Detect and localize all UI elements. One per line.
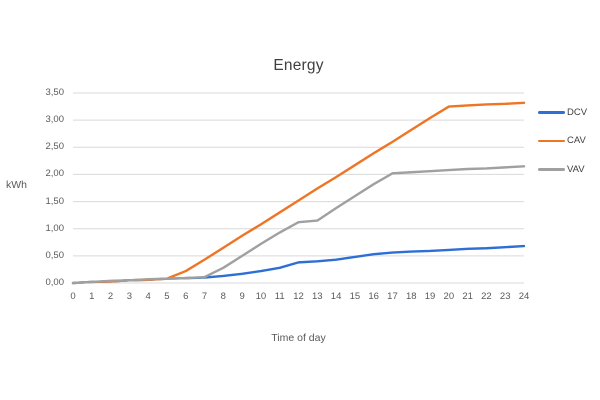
x-tick-label: 13 (311, 291, 323, 302)
x-tick-label: 18 (405, 291, 417, 302)
x-tick-label: 12 (293, 291, 304, 302)
x-tick-label: 8 (220, 291, 226, 302)
x-tick-label: 1 (89, 291, 95, 302)
x-tick-label: 24 (518, 291, 530, 302)
legend-item-dcv: DCV (538, 98, 587, 127)
y-tick-label: 3,00 (45, 114, 65, 126)
y-tick-label: 1,00 (45, 222, 65, 234)
y-tick-label: 0,00 (45, 277, 65, 288)
x-tick-label: 2 (107, 291, 114, 302)
legend-label: VAV (567, 163, 585, 175)
legend-line-sample-dcv (538, 111, 565, 114)
x-tick-label: 16 (368, 291, 379, 302)
x-tick-label: 5 (164, 291, 170, 302)
y-tick-label: 2,50 (45, 141, 65, 153)
x-tick-label: 3 (126, 291, 133, 302)
chart-title: Energy (273, 57, 324, 74)
legend-item-cav: CAV (538, 127, 587, 156)
x-tick-label: 19 (424, 291, 436, 302)
x-tick-label: 15 (349, 291, 361, 302)
y-tick-label: 2,00 (45, 168, 65, 180)
legend-line-sample-vav (538, 168, 565, 171)
y-tick-label: 3,50 (45, 87, 65, 98)
legend-label: CAV (567, 135, 586, 147)
legend-label: DCV (567, 106, 588, 118)
series-line-vav (71, 165, 526, 285)
legend-item-vav: VAV (538, 155, 587, 184)
x-tick-label: 11 (274, 291, 285, 302)
legend-line-sample-cav (538, 139, 565, 142)
chart-legend: DCV CAV VAV (538, 98, 587, 184)
x-tick-label: 14 (330, 291, 342, 302)
x-tick-label: 4 (145, 291, 151, 302)
x-tick-label: 23 (499, 291, 511, 302)
x-tick-label: 22 (481, 291, 492, 302)
x-tick-label: 10 (255, 291, 267, 302)
x-tick-label: 17 (387, 291, 398, 302)
x-axis-title: Time of day (271, 332, 326, 344)
x-tick-label: 6 (183, 291, 189, 302)
y-axis-title: kWh (6, 179, 27, 191)
series-line-dcv (71, 244, 526, 285)
x-tick-label: 7 (201, 291, 208, 302)
x-tick-label: 0 (70, 291, 76, 302)
y-tick-label: 0,50 (45, 249, 65, 261)
x-tick-label: 21 (462, 291, 473, 302)
x-tick-label: 20 (443, 291, 455, 302)
y-tick-label: 1,50 (45, 195, 65, 207)
x-tick-label: 9 (239, 291, 245, 302)
